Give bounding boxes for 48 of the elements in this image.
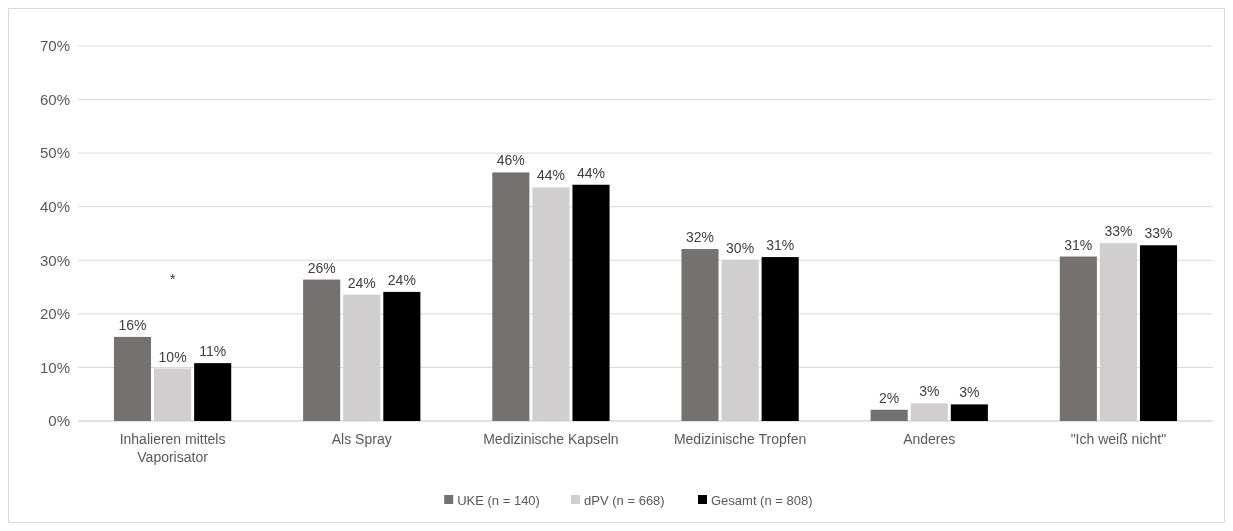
bar: [303, 279, 341, 421]
y-tick-label: 10%: [39, 358, 70, 376]
x-tick-label: "Ich weiß nicht": [1070, 431, 1167, 447]
bar: [572, 184, 610, 421]
data-label: 2%: [879, 389, 900, 406]
legend-label: dPV (n = 668): [584, 492, 665, 508]
x-tick-label: Medizinische Tropfen: [673, 431, 807, 447]
bar: [383, 291, 421, 421]
data-label: 16%: [118, 316, 147, 333]
x-tick-label: Inhalieren mittels Vaporisator: [119, 431, 226, 465]
bar: [870, 409, 908, 421]
bar: [492, 172, 530, 421]
y-tick-label: 0%: [48, 412, 70, 430]
data-label: 24%: [347, 274, 376, 291]
data-label: 30%: [726, 239, 755, 256]
data-label: 31%: [766, 237, 795, 254]
bar: [681, 249, 719, 421]
y-tick-label: 30%: [39, 251, 70, 269]
data-label: 3%: [959, 384, 980, 401]
data-label: 44%: [577, 164, 606, 181]
y-tick-label: 50%: [39, 144, 70, 162]
data-label: 10%: [158, 348, 187, 365]
bar: [761, 257, 799, 421]
bar: [194, 363, 232, 421]
x-tick-label: Anderes: [903, 431, 956, 447]
data-label: 26%: [307, 259, 336, 276]
data-label: 44%: [536, 167, 565, 184]
legend-label: UKE (n = 140): [457, 492, 540, 508]
data-label: 33%: [1104, 223, 1133, 240]
y-tick-label: 60%: [39, 90, 70, 108]
data-label: 32%: [685, 229, 714, 246]
data-label: 11%: [199, 343, 227, 360]
bar: [950, 404, 988, 421]
data-label: 33%: [1144, 225, 1173, 242]
legend-label: Gesamt (n = 808): [711, 492, 813, 508]
y-tick-label: 40%: [39, 197, 70, 215]
data-label: 3%: [919, 383, 940, 400]
x-tick-label: Medizinische Kapseln: [483, 431, 619, 447]
bar: [1139, 245, 1178, 421]
data-label: 24%: [387, 271, 416, 288]
data-label: 31%: [1064, 236, 1093, 253]
y-tick-label: 20%: [39, 305, 70, 323]
data-label: 46%: [496, 152, 525, 169]
annotation: *: [169, 270, 176, 288]
bar: [1059, 256, 1097, 421]
x-tick-label: Als Spray: [331, 431, 392, 447]
y-tick-label: 70%: [39, 37, 70, 55]
bar: [113, 336, 152, 421]
